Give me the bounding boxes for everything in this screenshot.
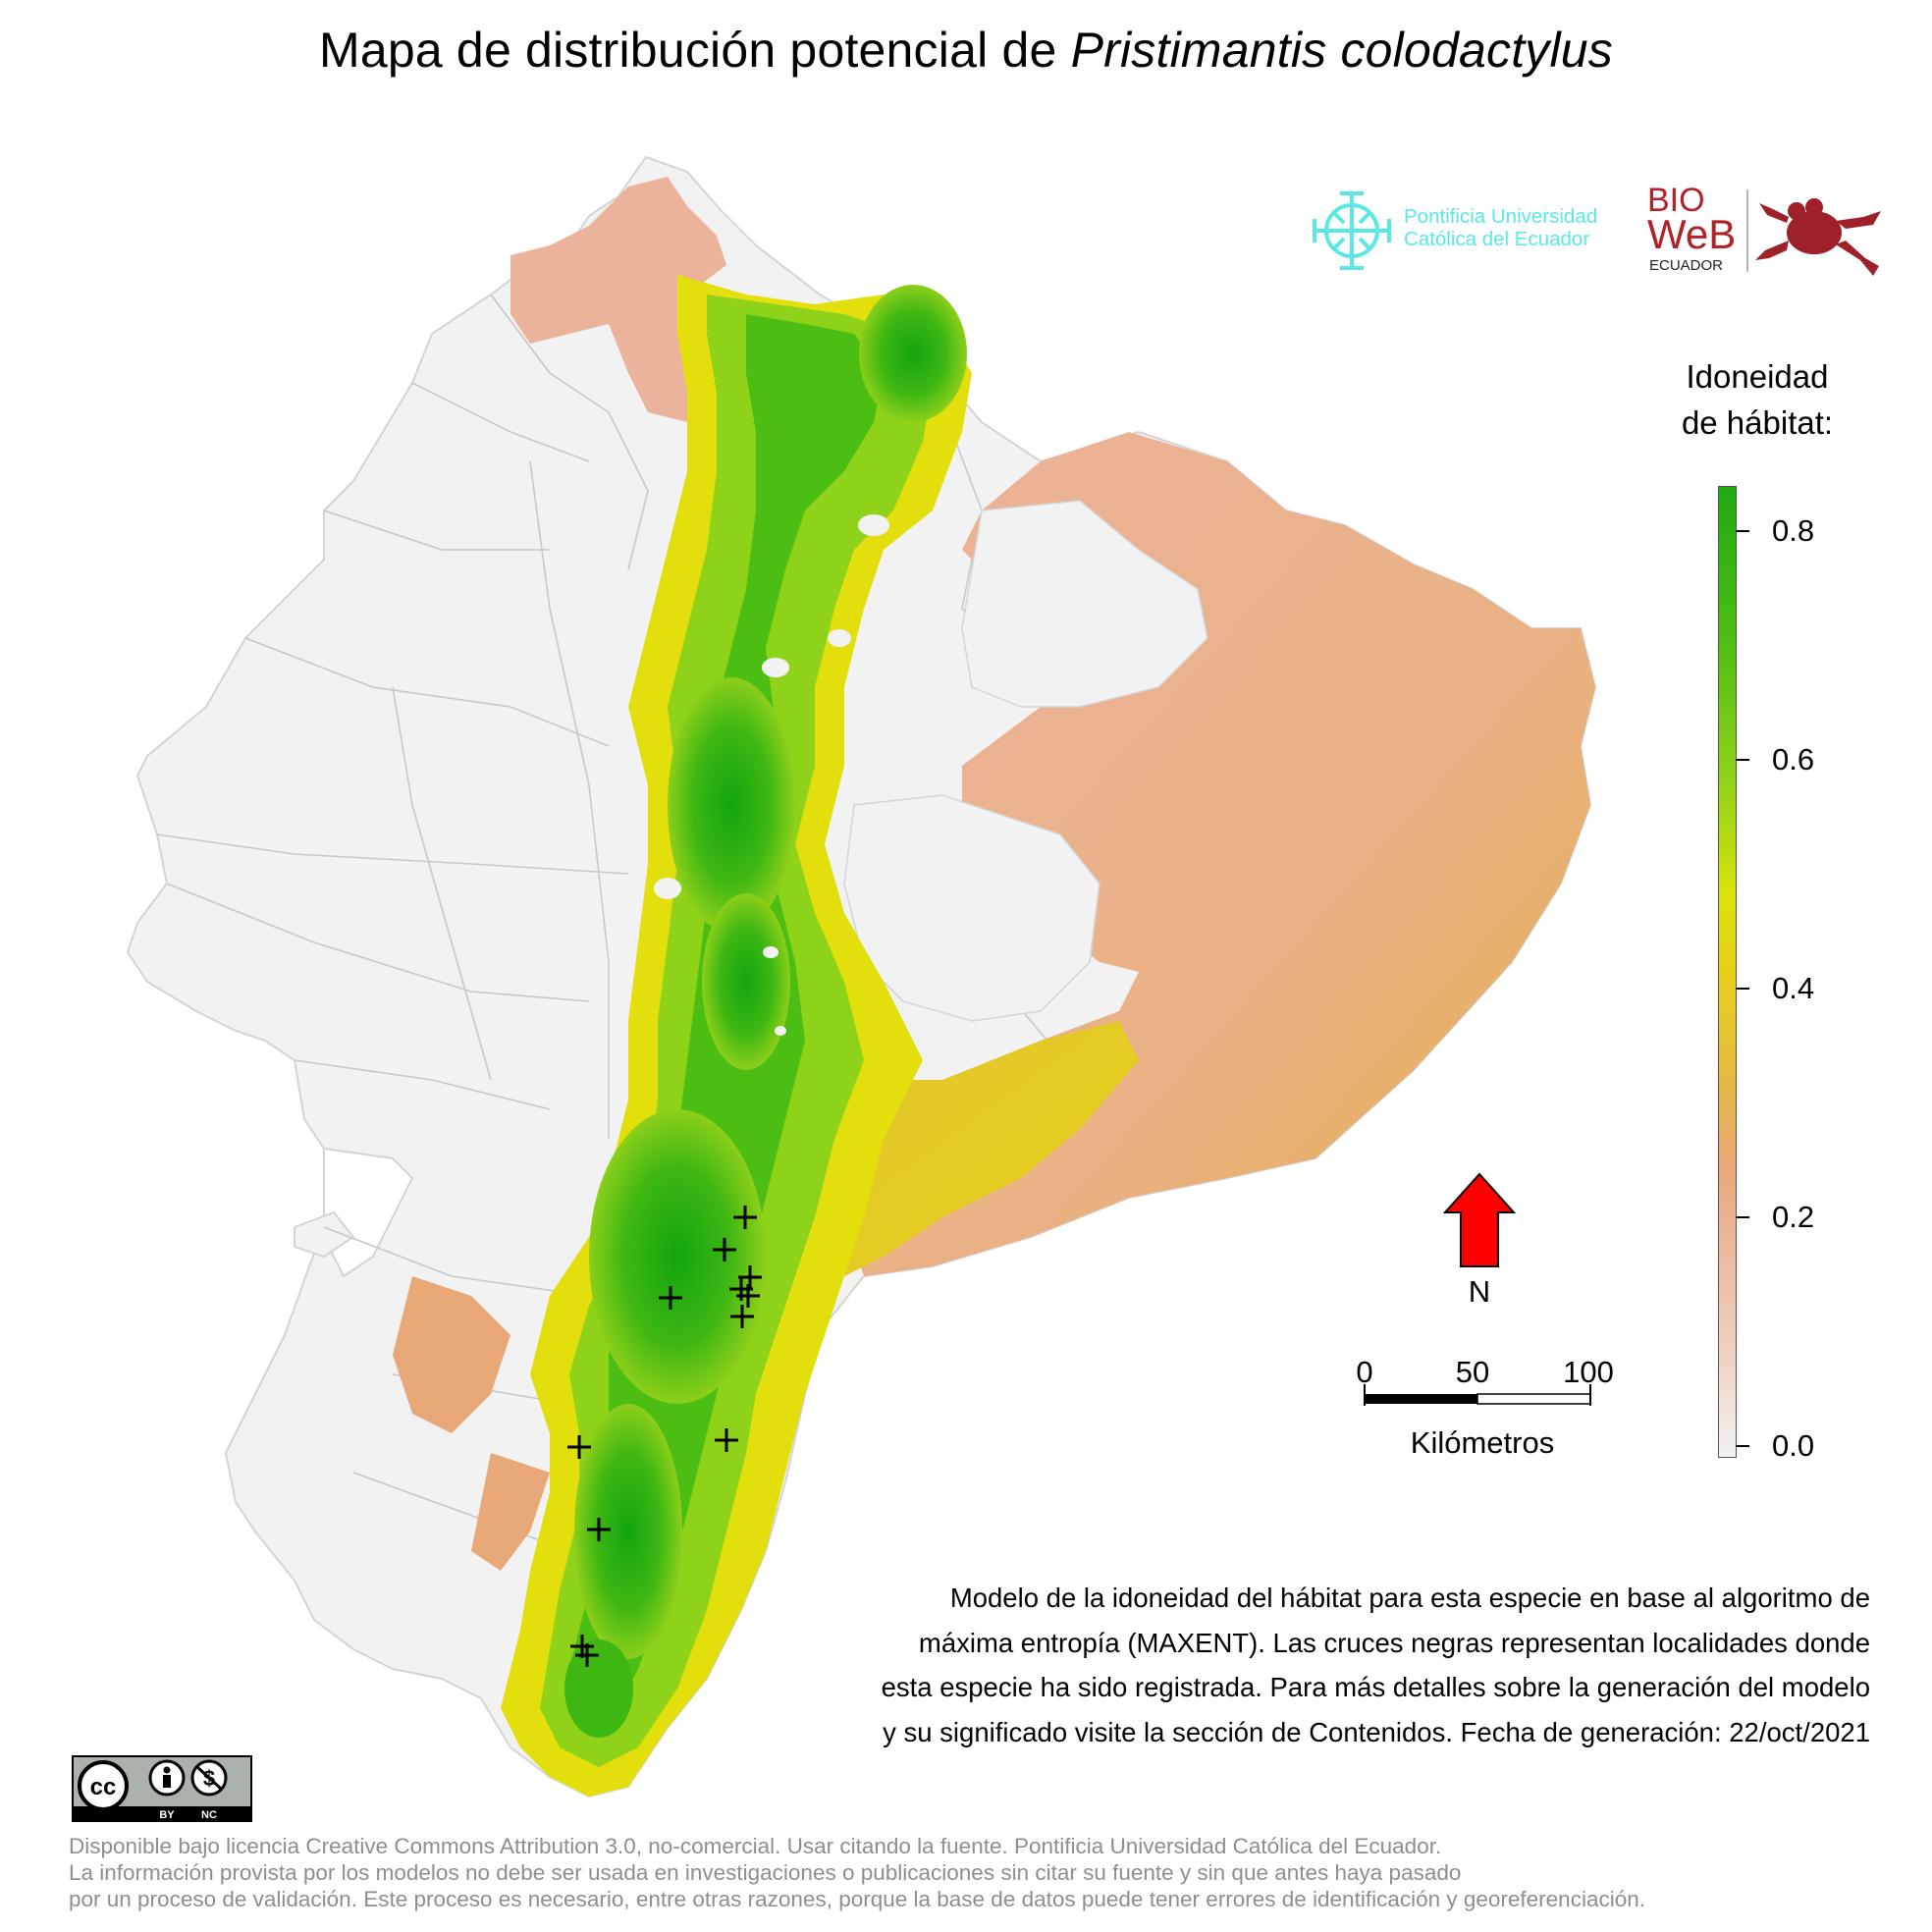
cc-icon [78, 1760, 129, 1811]
southwest-foothills-2 [471, 1453, 550, 1571]
bioweb-web: WeB [1647, 211, 1736, 257]
legend-color-bar [1718, 486, 1737, 1458]
suitability-core-central-2 [702, 893, 790, 1070]
frog-icon [1755, 198, 1881, 276]
puce-logo [1313, 191, 1391, 270]
occurrence-cross [575, 1643, 599, 1667]
suitability-core-north [859, 285, 967, 422]
unsuitable-pocket [961, 500, 1208, 708]
map-title: Mapa de distribución potencial de Pristi… [0, 22, 1932, 79]
footer-line: por un proceso de validación. Este proce… [69, 1887, 1645, 1911]
legend-tick [1736, 1445, 1749, 1447]
cc-license-badge[interactable]: cc $ BY NC [72, 1755, 252, 1822]
legend-tick-label: 0.6 [1772, 742, 1815, 777]
suitability-core-south [589, 1109, 766, 1404]
map-description: Modelo de la idoneidad del hábitat para … [746, 1576, 1870, 1754]
legend-tick-label: 0.0 [1772, 1428, 1815, 1463]
scale-unit: Kilómetros [1410, 1425, 1555, 1460]
occurrence-cross [713, 1238, 736, 1261]
puce-name-line1: Pontificia Universidad [1404, 205, 1598, 228]
description-line: esta especie ha sido registrada. Para má… [881, 1672, 1870, 1702]
occurrence-cross [733, 1206, 757, 1229]
occurrence-cross [730, 1305, 754, 1328]
legend-title-line2: de hábitat: [1681, 404, 1834, 441]
legend-tick [1736, 530, 1749, 532]
description-line: y su significado visite la sección de Co… [883, 1716, 1870, 1747]
occurrence-cross [567, 1435, 591, 1459]
puce-name-line2: Católica del Ecuador [1404, 228, 1590, 250]
north-label: N [1468, 1274, 1491, 1309]
legend-tick-label: 0.8 [1772, 513, 1815, 548]
occurrence-points [567, 1206, 762, 1667]
bioweb-logo: BIO WeB ECUADOR [1647, 182, 1881, 276]
occurrence-cross [659, 1286, 682, 1310]
legend-title: Idoneidad de hábitat: [1649, 353, 1865, 446]
cc-by-label: BY [159, 1809, 175, 1821]
footer-line: Disponible bajo licencia Creative Common… [69, 1834, 1442, 1858]
title-species: Pristimantis colodactylus [1070, 23, 1614, 78]
svg-text:cc: cc [90, 1774, 117, 1800]
legend-tick-label: 0.4 [1772, 971, 1815, 1005]
cc-nc-label: NC [201, 1809, 217, 1821]
occurrence-cross [715, 1428, 738, 1452]
description-line: máxima entropía (MAXENT). Las cruces neg… [918, 1627, 1870, 1658]
bioweb-bio: BIO [1647, 182, 1705, 219]
footer-line: La información provista por los modelos … [69, 1860, 1462, 1885]
inter-andean-valleys [654, 514, 889, 1036]
legend-tick-label: 0.2 [1772, 1200, 1815, 1234]
bioweb-country: ECUADOR [1649, 257, 1723, 274]
legend-tick [1736, 1216, 1749, 1218]
occurrence-cross [587, 1518, 611, 1541]
scale-label-50: 50 [1455, 1355, 1490, 1389]
suitability-core-tip [564, 1639, 633, 1738]
legend-tick [1736, 988, 1749, 990]
suitability-core-central [668, 677, 795, 933]
title-prefix: Mapa de distribución potencial de [318, 23, 1071, 78]
legend-title-line1: Idoneidad [1686, 358, 1829, 395]
suitability-core-far-south [574, 1404, 682, 1659]
occurrence-cross [736, 1284, 760, 1308]
scale-bar [1364, 1384, 1591, 1406]
description-line: Modelo de la idoneidad del hábitat para … [949, 1583, 1870, 1613]
scale-label-0: 0 [1356, 1355, 1373, 1389]
southwest-foothills [393, 1276, 510, 1433]
license-footer: Disponible bajo licencia Creative Common… [69, 1833, 1645, 1912]
puce-name: Pontificia Universidad Católica del Ecua… [1404, 205, 1597, 250]
legend-tick [1736, 759, 1749, 761]
scale-label-100: 100 [1563, 1355, 1614, 1389]
north-arrow [1442, 1172, 1517, 1267]
puna-island [294, 1210, 355, 1259]
